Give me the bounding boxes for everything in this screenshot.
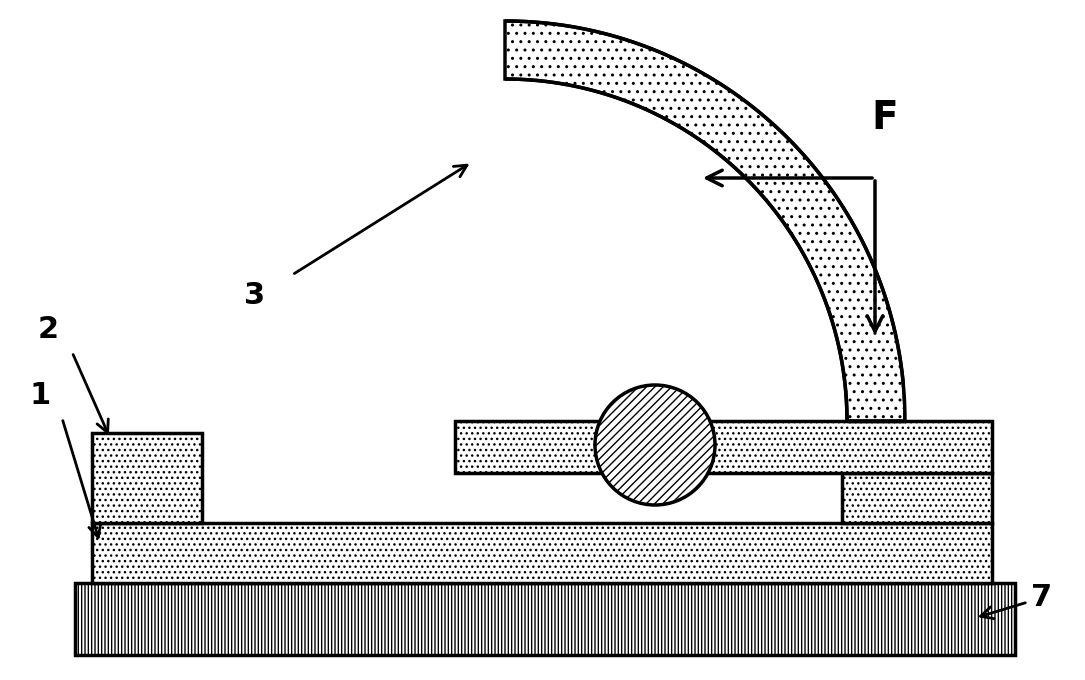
- Text: 7: 7: [1032, 583, 1052, 613]
- Polygon shape: [505, 21, 905, 421]
- Bar: [455, 421, 992, 473]
- Bar: [462, 473, 905, 680]
- Text: 3: 3: [244, 280, 266, 309]
- Circle shape: [595, 385, 715, 505]
- Text: 1: 1: [29, 381, 51, 409]
- Bar: [92, 523, 992, 583]
- Bar: [75, 583, 1014, 655]
- Bar: [905, 0, 1085, 680]
- Text: F: F: [871, 99, 898, 137]
- Bar: [842, 473, 992, 523]
- Bar: [0, 0, 462, 680]
- Bar: [92, 433, 202, 523]
- Text: 2: 2: [38, 316, 59, 345]
